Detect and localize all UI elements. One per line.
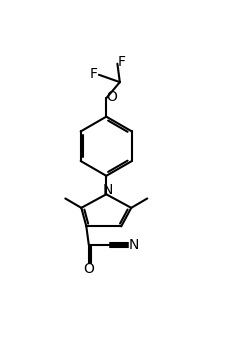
Text: O: O xyxy=(106,90,117,104)
Text: N: N xyxy=(129,238,139,252)
Text: O: O xyxy=(83,262,94,276)
Text: F: F xyxy=(89,66,98,80)
Text: N: N xyxy=(103,183,113,197)
Text: F: F xyxy=(118,55,126,69)
